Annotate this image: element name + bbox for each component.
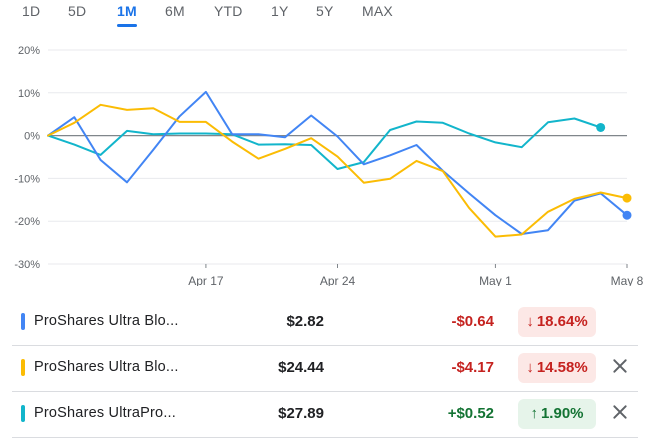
active-tab-indicator <box>117 24 137 27</box>
percent-change: 1.90% <box>540 405 584 422</box>
tab-ytd[interactable]: YTD <box>214 3 243 19</box>
y-tick-label: 10% <box>18 88 40 100</box>
holding-change: +$0.52 <box>447 405 494 422</box>
series-color-marker <box>21 405 25 422</box>
time-range-tabs: 1D 5D 1M 6M YTD 1Y 5Y MAX <box>0 0 650 28</box>
series-line <box>47 90 628 235</box>
series-line <box>47 103 628 238</box>
percent-change-badge: ↓ 18.64% <box>518 307 596 337</box>
tab-1d[interactable]: 1D <box>22 3 41 19</box>
holding-name: ProShares UltraPro... <box>34 405 176 421</box>
arrow-down-icon: ↓ <box>526 313 534 330</box>
arrow-up-icon: ↑ <box>530 405 538 422</box>
percent-change: 14.58% <box>536 359 588 376</box>
y-tick-label: -20% <box>14 216 40 228</box>
series-end-point <box>622 193 632 203</box>
holding-name: ProShares Ultra Blo... <box>34 313 179 329</box>
row-divider <box>12 345 638 346</box>
percent-change-badge: ↓ 14.58% <box>518 353 596 383</box>
y-tick-label: 0% <box>24 131 40 143</box>
tab-1m[interactable]: 1M <box>117 3 137 27</box>
x-tick-label: Apr 17 <box>188 274 224 286</box>
tab-max[interactable]: MAX <box>362 3 393 19</box>
y-tick-label: -10% <box>14 173 40 185</box>
holding-change: -$4.17 <box>451 359 494 376</box>
row-divider <box>12 391 638 392</box>
series-end-point <box>622 210 632 220</box>
series-end-point <box>596 122 606 132</box>
x-tick-label: May 1 <box>479 274 512 286</box>
holding-price: $27.89 <box>278 405 324 422</box>
percent-change: 18.64% <box>536 313 588 330</box>
y-tick-label: -30% <box>14 259 40 271</box>
holding-row[interactable]: ProShares Ultra Blo... $24.44 -$4.17 ↓ 14… <box>0 346 650 391</box>
arrow-down-icon: ↓ <box>526 359 534 376</box>
holding-row[interactable]: ProShares Ultra Blo... $2.82 -$0.64 ↓ 18.… <box>0 300 650 345</box>
tab-6m[interactable]: 6M <box>165 3 185 19</box>
close-icon[interactable] <box>611 357 629 375</box>
row-divider <box>12 437 638 438</box>
tab-1y[interactable]: 1Y <box>271 3 289 19</box>
tab-5d[interactable]: 5D <box>68 3 87 19</box>
percent-change-badge: ↑ 1.90% <box>518 399 596 429</box>
close-icon[interactable] <box>611 403 629 421</box>
tab-1m-label: 1M <box>117 3 137 19</box>
holding-row[interactable]: ProShares UltraPro... $27.89 +$0.52 ↑ 1.9… <box>0 392 650 437</box>
series-line <box>47 117 602 170</box>
tab-5y[interactable]: 5Y <box>316 3 334 19</box>
holding-change: -$0.64 <box>451 313 494 330</box>
performance-chart: 20% 10% 0% -10% -20% -30% Apr 17 Apr 24 May 1 May… <box>14 45 644 286</box>
series-color-marker <box>21 313 25 330</box>
holding-price: $24.44 <box>278 359 324 376</box>
x-tick-label: Apr 24 <box>320 274 356 286</box>
holding-price: $2.82 <box>286 313 324 330</box>
series-color-marker <box>21 359 25 376</box>
y-tick-label: 20% <box>18 45 40 57</box>
holding-name: ProShares Ultra Blo... <box>34 359 179 375</box>
x-tick-label: May 8 <box>611 274 644 286</box>
